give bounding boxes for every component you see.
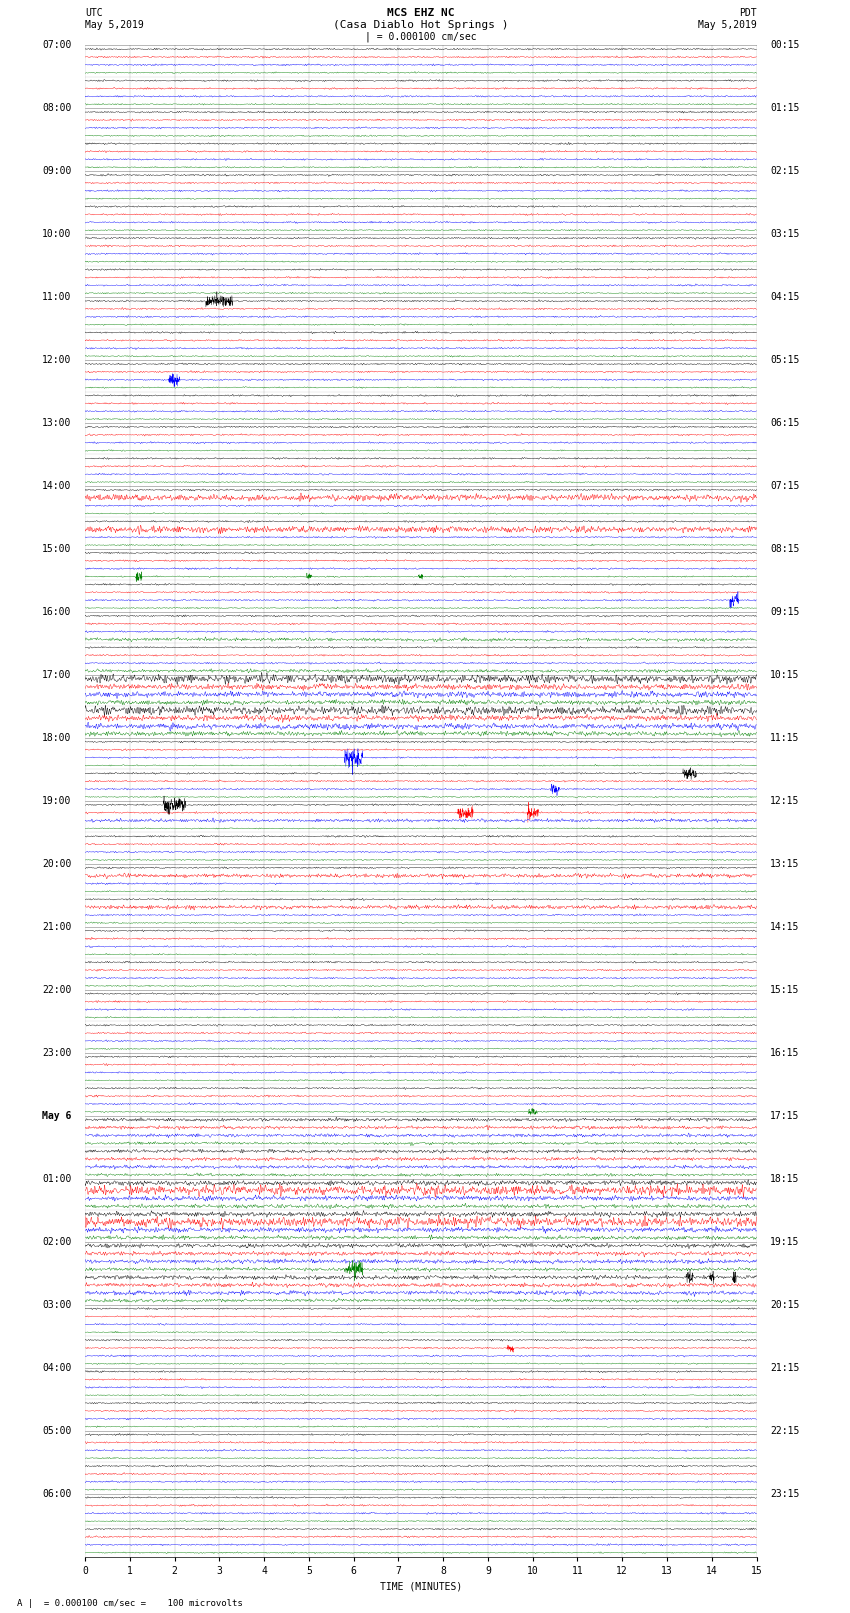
Text: 12:00: 12:00	[42, 355, 71, 365]
Text: 22:15: 22:15	[770, 1426, 799, 1436]
Text: 15:15: 15:15	[770, 986, 799, 995]
Text: MCS EHZ NC: MCS EHZ NC	[387, 8, 455, 18]
Text: 19:00: 19:00	[42, 795, 71, 806]
Text: 18:00: 18:00	[42, 732, 71, 744]
Text: (Casa Diablo Hot Springs ): (Casa Diablo Hot Springs )	[333, 19, 508, 31]
Text: 11:00: 11:00	[42, 292, 71, 302]
Text: 20:15: 20:15	[770, 1300, 799, 1310]
Text: 20:00: 20:00	[42, 858, 71, 869]
Text: | = 0.000100 cm/sec: | = 0.000100 cm/sec	[365, 32, 477, 42]
Text: 02:00: 02:00	[42, 1237, 71, 1247]
Text: 17:15: 17:15	[770, 1111, 799, 1121]
Text: 02:15: 02:15	[770, 166, 799, 176]
Text: 08:15: 08:15	[770, 544, 799, 553]
Text: May 6: May 6	[42, 1111, 71, 1121]
Text: 12:15: 12:15	[770, 795, 799, 806]
Text: 21:00: 21:00	[42, 921, 71, 932]
Text: PDT: PDT	[739, 8, 756, 18]
Text: 18:15: 18:15	[770, 1174, 799, 1184]
Text: 11:15: 11:15	[770, 732, 799, 744]
Text: 03:00: 03:00	[42, 1300, 71, 1310]
Text: 14:15: 14:15	[770, 921, 799, 932]
Text: 06:00: 06:00	[42, 1489, 71, 1498]
Text: 01:00: 01:00	[42, 1174, 71, 1184]
Text: 14:00: 14:00	[42, 481, 71, 490]
Text: 17:00: 17:00	[42, 669, 71, 681]
Text: 16:15: 16:15	[770, 1048, 799, 1058]
Text: 04:15: 04:15	[770, 292, 799, 302]
Text: May 5,2019: May 5,2019	[85, 19, 144, 31]
Text: UTC: UTC	[85, 8, 103, 18]
Text: 07:00: 07:00	[42, 40, 71, 50]
Text: 23:00: 23:00	[42, 1048, 71, 1058]
Text: 08:00: 08:00	[42, 103, 71, 113]
Text: 10:00: 10:00	[42, 229, 71, 239]
Text: 15:00: 15:00	[42, 544, 71, 553]
Text: 16:00: 16:00	[42, 606, 71, 616]
Text: 19:15: 19:15	[770, 1237, 799, 1247]
Text: 13:15: 13:15	[770, 858, 799, 869]
Text: 22:00: 22:00	[42, 986, 71, 995]
Text: 09:15: 09:15	[770, 606, 799, 616]
Text: 13:00: 13:00	[42, 418, 71, 427]
Text: 04:00: 04:00	[42, 1363, 71, 1373]
Text: May 5,2019: May 5,2019	[698, 19, 756, 31]
Text: 00:15: 00:15	[770, 40, 799, 50]
Text: 03:15: 03:15	[770, 229, 799, 239]
X-axis label: TIME (MINUTES): TIME (MINUTES)	[380, 1581, 462, 1590]
Text: 10:15: 10:15	[770, 669, 799, 681]
Text: 23:15: 23:15	[770, 1489, 799, 1498]
Text: 06:15: 06:15	[770, 418, 799, 427]
Text: 05:00: 05:00	[42, 1426, 71, 1436]
Text: 21:15: 21:15	[770, 1363, 799, 1373]
Text: 07:15: 07:15	[770, 481, 799, 490]
Text: A |  = 0.000100 cm/sec =    100 microvolts: A | = 0.000100 cm/sec = 100 microvolts	[17, 1598, 243, 1608]
Text: 09:00: 09:00	[42, 166, 71, 176]
Text: 01:15: 01:15	[770, 103, 799, 113]
Text: 05:15: 05:15	[770, 355, 799, 365]
